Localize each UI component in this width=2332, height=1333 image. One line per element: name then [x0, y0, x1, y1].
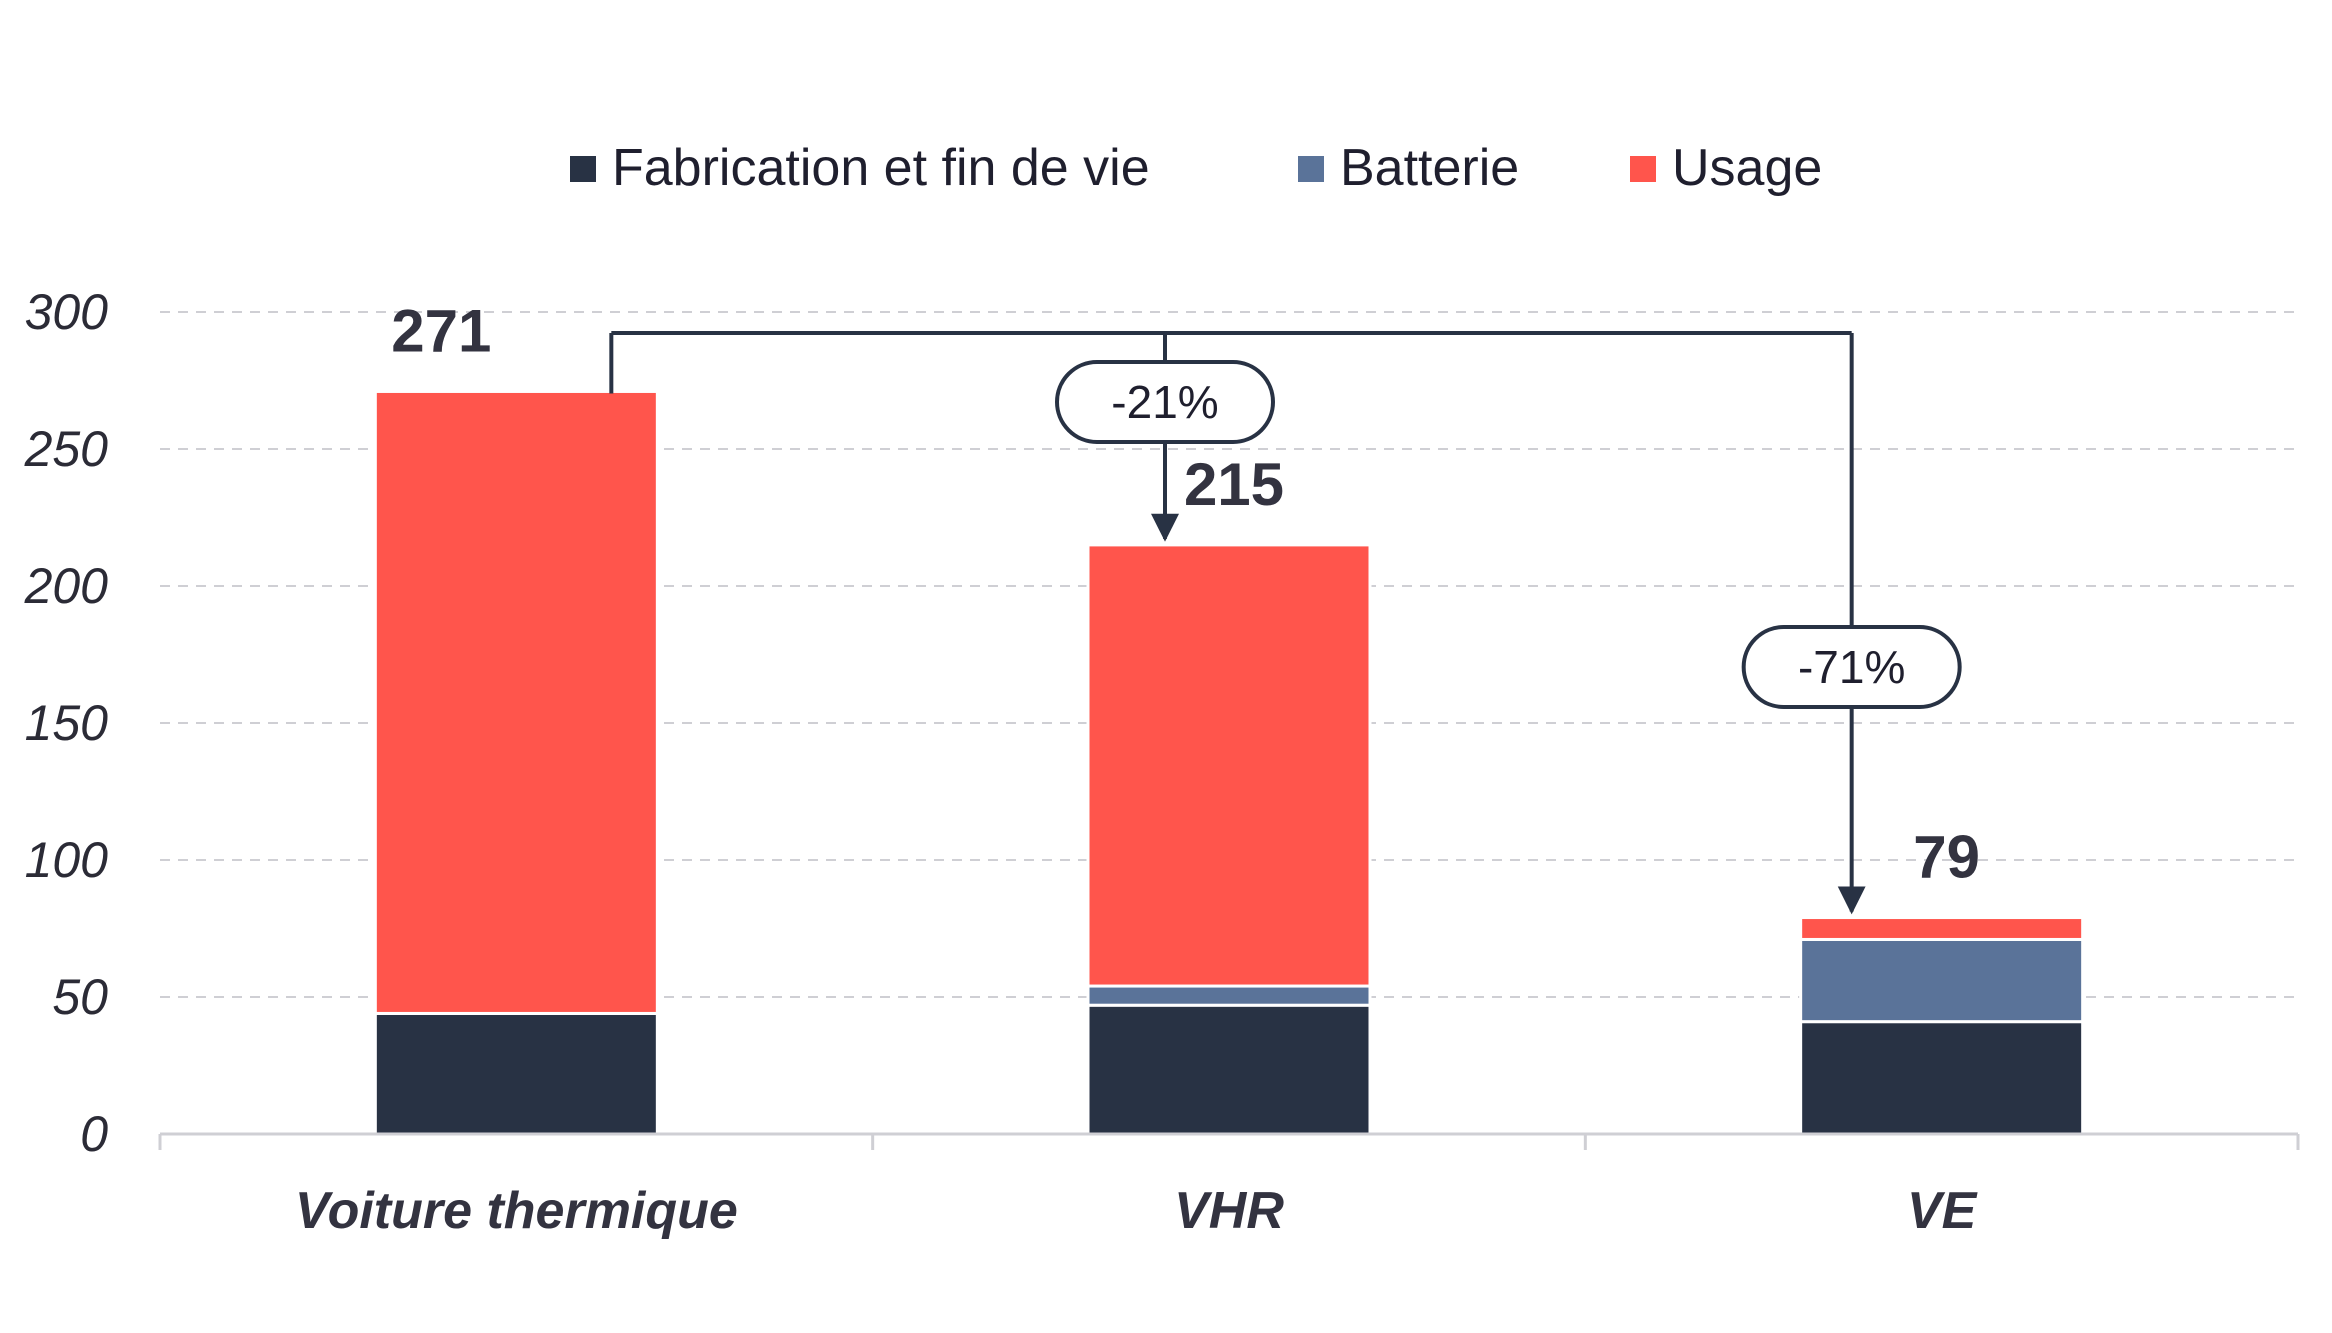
bar-vhr-fabrication-et-fin-de-vie [1086, 1003, 1372, 1136]
legend-label-fabrication-et-fin-de-vie: Fabrication et fin de vie [612, 139, 1150, 197]
x-tick-label-vhr: VHR [1174, 1182, 1284, 1240]
comparison-badge [1055, 360, 1275, 444]
comparison-label: -21% [1111, 376, 1218, 428]
y-tick-label: 100 [25, 832, 109, 888]
bar-ve-batterie [1799, 937, 2085, 1024]
total-label-ve: 79 [1913, 824, 1980, 891]
comparison-label: -71% [1798, 641, 1905, 693]
bar-voiture-thermique-fabrication-et-fin-de-vie [373, 1011, 659, 1136]
x-axis: Voiture thermique VHR VE [158, 1132, 2300, 1240]
legend-swatch-batterie [1298, 156, 1324, 182]
bars [373, 389, 2085, 1136]
y-axis: 0 50 100 150 200 250 300 [24, 284, 109, 1162]
legend-swatch-usage [1630, 156, 1656, 182]
legend-label-batterie: Batterie [1340, 139, 1519, 197]
total-label-voiture-thermique: 271 [391, 297, 491, 364]
y-tick-label: 50 [52, 969, 108, 1025]
y-tick-label: 150 [25, 695, 109, 751]
x-tick-label-voiture-thermique: Voiture thermique [295, 1182, 738, 1240]
y-tick-label: 0 [80, 1106, 108, 1162]
y-tick-label: 200 [24, 558, 109, 614]
bar-voiture-thermique-usage [373, 389, 659, 1015]
bar-ve-fabrication-et-fin-de-vie [1799, 1020, 2085, 1136]
y-tick-label: 300 [25, 284, 109, 340]
legend-label-usage: Usage [1672, 139, 1822, 197]
legend-swatch-fabrication-et-fin-de-vie [570, 156, 596, 182]
bar-vhr-usage [1086, 543, 1372, 988]
bar-vhr-batterie [1086, 984, 1372, 1007]
bar-ve-usage [1799, 916, 2085, 941]
y-tick-label: 250 [24, 421, 109, 477]
comparison-badge [1741, 625, 1962, 709]
annotations: 271 215 79 -21% -71% [391, 297, 1980, 915]
legend: Fabrication et fin de vie Batterie Usage [570, 139, 1822, 197]
total-label-vhr: 215 [1184, 451, 1284, 518]
x-tick-label-ve: VE [1907, 1182, 1978, 1240]
